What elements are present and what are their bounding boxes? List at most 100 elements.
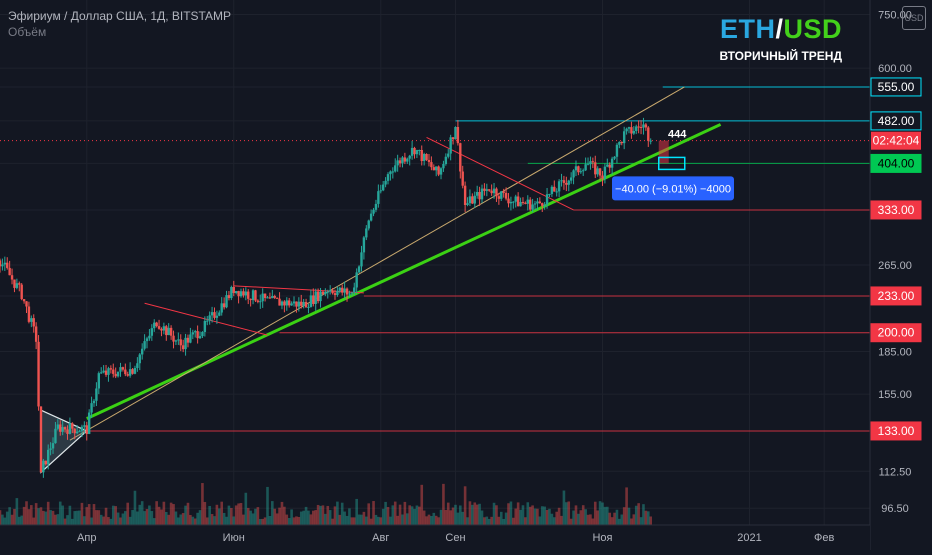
volume-bar <box>87 504 91 525</box>
candle-body <box>112 369 115 374</box>
candle-body <box>116 371 120 377</box>
volume-bar <box>603 506 607 525</box>
candle-body <box>579 171 583 173</box>
candle-body <box>353 287 356 293</box>
volume-bar <box>326 505 330 525</box>
candle-body <box>502 191 505 193</box>
candle-body <box>186 337 190 343</box>
candle-body <box>138 354 141 364</box>
x-tick-label: Сен <box>445 532 465 544</box>
volume-bar <box>627 507 631 525</box>
candle-body <box>13 279 16 288</box>
volume-bar <box>83 516 86 525</box>
candle-body <box>447 153 450 157</box>
candle-body <box>598 168 602 176</box>
volume-bar <box>208 505 211 525</box>
candle-body <box>442 164 445 169</box>
volume-label: Объём <box>8 25 47 39</box>
volume-bar <box>483 517 486 525</box>
candle-body <box>42 460 45 473</box>
volume-bar <box>519 509 522 525</box>
volume-bar <box>196 512 199 525</box>
candle-body <box>372 209 375 214</box>
candle-body <box>377 191 380 204</box>
candle-body <box>22 299 26 302</box>
volume-bar <box>391 505 395 525</box>
candle-body <box>625 128 628 132</box>
candle-body <box>206 320 209 322</box>
volume-bar <box>249 510 252 525</box>
volume-bar <box>381 508 385 525</box>
volume-bar <box>644 510 648 525</box>
volume-bar <box>119 517 122 525</box>
candle-body <box>572 170 575 178</box>
candle-body <box>362 237 366 253</box>
candle-body <box>379 190 382 192</box>
volume-bar <box>75 510 79 525</box>
volume-bar <box>152 518 156 525</box>
volume-bar <box>427 514 431 525</box>
volume-bar <box>51 510 55 525</box>
volume-bar <box>285 514 289 525</box>
volume-bar <box>128 516 132 525</box>
volume-bar <box>169 502 173 525</box>
volume-bar <box>497 516 501 525</box>
candle-body <box>326 291 329 293</box>
volume-bar <box>540 506 544 525</box>
candle-body <box>150 328 154 336</box>
volume-bar <box>478 503 481 525</box>
volume-bar <box>642 504 645 525</box>
volume-bar <box>425 516 428 525</box>
candle-body <box>126 374 129 376</box>
volume-bar <box>46 501 50 525</box>
volume-bar <box>193 518 197 525</box>
volume-bar <box>319 505 322 525</box>
volume-bar <box>459 505 462 525</box>
volume-bar <box>608 512 612 525</box>
candle-body <box>6 262 9 268</box>
y-tick-label: 112.50 <box>879 466 912 478</box>
volume-bar <box>80 502 84 525</box>
volume-bar <box>434 515 438 525</box>
volume-bar <box>20 515 23 525</box>
volume-bar <box>39 507 43 525</box>
candle-body <box>61 427 64 432</box>
volume-bar <box>162 501 166 525</box>
candle-body <box>635 126 638 131</box>
volume-bar <box>210 514 214 525</box>
candle-body <box>475 191 479 196</box>
trendline-resistance-1 <box>144 302 268 336</box>
volume-bar <box>58 501 62 525</box>
candle-body <box>408 155 411 159</box>
volume-bar <box>5 511 9 525</box>
volume-bar <box>579 510 583 525</box>
volume-bar <box>442 483 445 525</box>
candle-body <box>386 174 390 181</box>
candle-body <box>121 367 125 370</box>
volume-bar <box>203 501 207 525</box>
candle-body <box>297 301 301 307</box>
volume-bar <box>538 516 542 525</box>
candle-body <box>538 201 542 204</box>
candle-body <box>256 300 260 302</box>
volume-bar <box>446 502 450 525</box>
candle-body <box>584 164 587 171</box>
candle-body <box>560 180 563 182</box>
candle-body <box>369 213 373 221</box>
candle-body <box>280 301 284 306</box>
currency-button[interactable]: USD <box>902 6 926 30</box>
candle-body <box>302 302 305 306</box>
candle-body <box>179 339 182 346</box>
volume-bar <box>509 501 513 525</box>
candle-body <box>201 331 204 337</box>
candle-body <box>232 287 235 294</box>
volume-bar <box>99 514 103 525</box>
candle-body <box>374 203 378 210</box>
volume-bar <box>213 516 216 525</box>
volume-bar <box>422 510 426 525</box>
candle-body <box>68 423 72 434</box>
level-label-box <box>870 111 922 131</box>
volume-bar <box>502 518 505 525</box>
